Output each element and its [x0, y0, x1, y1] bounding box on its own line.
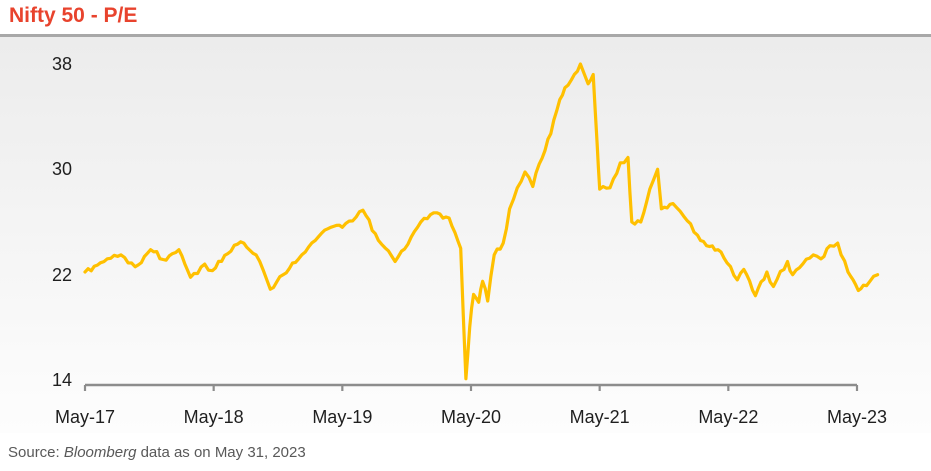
title-separator-line: [0, 34, 931, 37]
x-axis-tick-label: May-18: [183, 407, 244, 427]
y-axis-tick-label: 22: [51, 264, 72, 285]
x-axis-tick-label: May-20: [440, 407, 502, 427]
source-publisher: Bloomberg: [63, 444, 137, 461]
source-note: Source: Bloomberg data as on May 31, 202…: [8, 444, 306, 462]
x-axis-tick-label: May-23: [826, 407, 888, 427]
x-axis: [83, 383, 859, 391]
pe-line-series: [83, 62, 880, 381]
y-axis-tick-label: 14: [51, 370, 72, 390]
source-suffix: data as on May 31, 2023: [136, 444, 306, 461]
source-prefix: Source:: [8, 444, 64, 461]
y-axis-tick-label: 30: [51, 159, 72, 180]
y-axis-tick-label: 38: [51, 54, 72, 74]
x-axis-tick-label: May-19: [312, 407, 373, 427]
chart-title: Nifty 50 - P/E: [9, 4, 138, 27]
x-axis-tick-label: May-21: [569, 407, 630, 427]
x-axis-tick-label: May-17: [54, 407, 116, 427]
x-axis-tick-label: May-22: [698, 407, 759, 427]
